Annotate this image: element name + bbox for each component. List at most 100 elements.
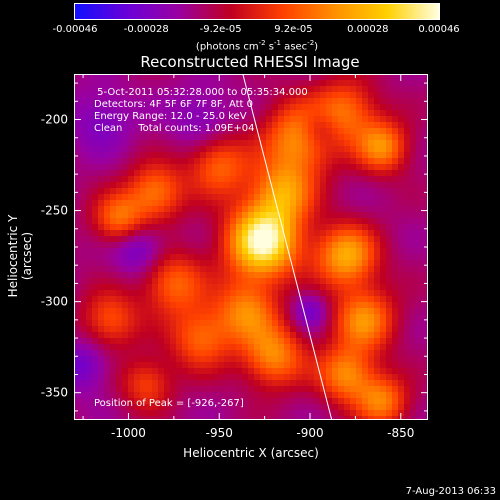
heatmap-cell [104, 350, 111, 357]
heatmap-cell [128, 224, 135, 231]
heatmap-cell [128, 380, 135, 387]
heatmap-cell [410, 386, 417, 393]
heatmap-cell [410, 140, 417, 147]
heatmap-cell [338, 104, 345, 111]
heatmap-cell [386, 362, 393, 369]
heatmap-cell [194, 302, 201, 309]
heatmap-cell [380, 104, 387, 111]
heatmap-cell [290, 182, 297, 189]
heatmap-cell [176, 164, 183, 171]
heatmap-cell [362, 344, 369, 351]
heatmap-cell [98, 350, 105, 357]
heatmap-cell [392, 398, 399, 405]
heatmap-cell [92, 290, 99, 297]
heatmap-cell [404, 188, 411, 195]
heatmap-cell [284, 128, 291, 135]
heatmap-cell [242, 248, 249, 255]
heatmap-cell [98, 248, 105, 255]
heatmap-cell [296, 260, 303, 267]
heatmap-cell [410, 260, 417, 267]
heatmap-cell [416, 110, 423, 117]
heatmap-cell [332, 284, 339, 291]
heatmap-cell [314, 152, 321, 159]
heatmap-cell [368, 302, 375, 309]
heatmap-cell [74, 242, 81, 249]
heatmap-cell [326, 284, 333, 291]
heatmap-cell [320, 272, 327, 279]
heatmap-cell [290, 356, 297, 363]
heatmap-cell [104, 224, 111, 231]
heatmap-cell [260, 110, 267, 117]
heatmap-cell [278, 296, 285, 303]
heatmap-cell [98, 212, 105, 219]
heatmap-cell [98, 296, 105, 303]
heatmap-cell [422, 416, 428, 420]
heatmap-cell [128, 296, 135, 303]
heatmap-cell [152, 206, 159, 213]
heatmap-cell [278, 116, 285, 123]
heatmap-cell [218, 134, 225, 141]
heatmap-cell [338, 398, 345, 405]
heatmap-cell [86, 86, 93, 93]
heatmap-cell [278, 200, 285, 207]
heatmap-cell [326, 350, 333, 357]
heatmap-cell [398, 266, 405, 273]
heatmap-cell [140, 146, 147, 153]
heatmap-cell [86, 128, 93, 135]
heatmap-cell [284, 134, 291, 141]
heatmap-cell [182, 176, 189, 183]
heatmap-cell [86, 368, 93, 375]
heatmap-cell [272, 296, 279, 303]
heatmap-cell [404, 326, 411, 333]
heatmap-cell [104, 182, 111, 189]
heatmap-cell [254, 92, 261, 99]
heatmap-cell [206, 296, 213, 303]
heatmap-cell [356, 140, 363, 147]
heatmap-cell [362, 380, 369, 387]
heatmap-cell [344, 236, 351, 243]
heatmap-cell [224, 386, 231, 393]
heatmap-cell [290, 140, 297, 147]
heatmap-cell [92, 128, 99, 135]
heatmap-cell [212, 278, 219, 285]
heatmap-cell [236, 386, 243, 393]
heatmap-cell [218, 392, 225, 399]
heatmap-cell [380, 176, 387, 183]
heatmap-cell [404, 158, 411, 165]
heatmap-cell [398, 146, 405, 153]
heatmap-cell [392, 260, 399, 267]
heatmap-cell [398, 302, 405, 309]
heatmap-cell [338, 338, 345, 345]
heatmap-cell [302, 386, 309, 393]
heatmap-cell [176, 86, 183, 93]
heatmap-cell [266, 134, 273, 141]
heatmap-cell [320, 212, 327, 219]
heatmap-cell [212, 308, 219, 315]
heatmap-cell [188, 218, 195, 225]
heatmap-cell [110, 362, 117, 369]
heatmap-cell [176, 152, 183, 159]
heatmap-cell [146, 320, 153, 327]
heatmap-cell [326, 344, 333, 351]
heatmap-cell [92, 266, 99, 273]
heatmap-cell [224, 362, 231, 369]
heatmap-cell [230, 302, 237, 309]
heatmap-cell [302, 170, 309, 177]
heatmap-cell [326, 314, 333, 321]
heatmap-cell [284, 164, 291, 171]
heatmap-cell [74, 356, 81, 363]
heatmap-cell [86, 200, 93, 207]
heatmap-cell [110, 332, 117, 339]
heatmap-cell [380, 236, 387, 243]
heatmap-cell [260, 218, 267, 225]
heatmap-cell [206, 404, 213, 411]
heatmap-cell [236, 332, 243, 339]
heatmap-cell [404, 254, 411, 261]
heatmap-cell [248, 272, 255, 279]
heatmap-cell [254, 152, 261, 159]
heatmap-cell [134, 350, 141, 357]
heatmap-cell [140, 416, 147, 420]
heatmap-cell [296, 170, 303, 177]
heatmap-cell [272, 146, 279, 153]
heatmap-cell [416, 398, 423, 405]
